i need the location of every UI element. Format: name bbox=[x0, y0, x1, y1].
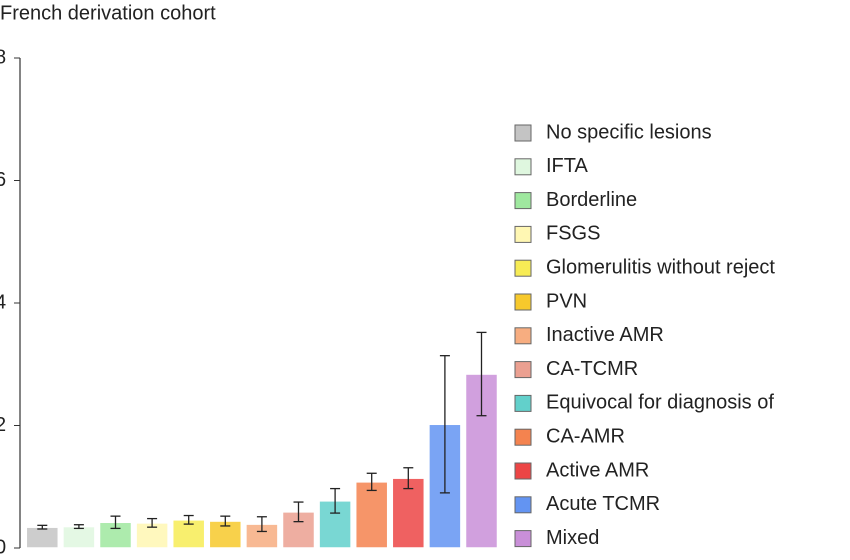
legend-label: IFTA bbox=[546, 155, 589, 177]
legend-swatch bbox=[514, 225, 532, 243]
y-tick-label: 0 bbox=[0, 536, 6, 558]
legend-swatch bbox=[514, 124, 532, 142]
legend-swatch bbox=[514, 293, 532, 311]
legend-swatch bbox=[514, 428, 532, 446]
legend-swatch bbox=[514, 192, 532, 210]
legend-label: CA-TCMR bbox=[546, 358, 638, 380]
y-tick-label: 2 bbox=[0, 414, 6, 436]
y-tick-label: 8 bbox=[0, 46, 6, 68]
legend-label: PVN bbox=[546, 290, 587, 312]
legend-label: Inactive AMR bbox=[546, 324, 664, 346]
y-tick-label: 6 bbox=[0, 169, 6, 191]
legend-label: Glomerulitis without reject bbox=[546, 256, 775, 278]
bar bbox=[354, 481, 389, 549]
legend-label: Active AMR bbox=[546, 459, 649, 481]
y-tick-label: 4 bbox=[0, 291, 6, 313]
legend-label: Mixed bbox=[546, 527, 599, 549]
legend-label: CA-AMR bbox=[546, 425, 625, 447]
legend-label: Acute TCMR bbox=[546, 493, 660, 515]
legend-swatch bbox=[514, 496, 532, 514]
legend-label: No specific lesions bbox=[546, 121, 712, 143]
legend-swatch bbox=[514, 462, 532, 480]
legend-label: FSGS bbox=[546, 223, 600, 245]
chart-title: French derivation cohort bbox=[0, 2, 216, 24]
legend-swatch bbox=[514, 158, 532, 176]
legend-label: Borderline bbox=[546, 189, 637, 211]
legend-swatch bbox=[514, 394, 532, 412]
bar bbox=[62, 525, 96, 549]
legend-swatch bbox=[514, 530, 532, 548]
bar bbox=[391, 477, 426, 549]
legend-swatch bbox=[514, 361, 532, 379]
legend-swatch bbox=[514, 327, 532, 345]
legend-swatch bbox=[514, 259, 532, 277]
legend-label: Equivocal for diagnosis of bbox=[546, 392, 774, 414]
bar bbox=[25, 526, 60, 549]
